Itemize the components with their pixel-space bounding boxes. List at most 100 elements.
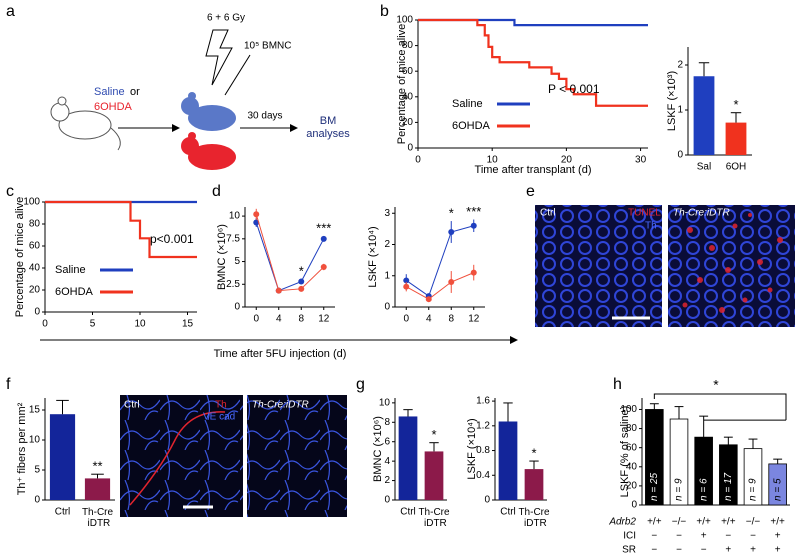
bar xyxy=(725,122,747,155)
arrow-head xyxy=(290,124,298,132)
marker xyxy=(253,211,260,218)
marker xyxy=(298,278,305,285)
y-tick-label: 100 xyxy=(23,197,40,208)
y-tick-label: 1 xyxy=(384,270,390,281)
x-tick-label: Th-Cre iDTR xyxy=(418,507,450,529)
y-axis-label: BMNC (×10⁶) xyxy=(216,224,228,290)
table-cell: +/+ xyxy=(721,517,736,528)
or: or xyxy=(130,86,140,98)
x-tick-label: Ctrl xyxy=(55,507,71,518)
panel-label: f xyxy=(6,376,11,393)
n-label: n = 5 xyxy=(772,478,783,501)
y-axis-label: LSKF (×10³) xyxy=(666,71,678,131)
y-axis-label: Th⁺ fibers per mm² xyxy=(16,402,28,495)
table-row-label: Adrb2 xyxy=(608,517,636,528)
table-cell: + xyxy=(725,545,731,556)
legend-label: 6OHDA xyxy=(452,120,491,132)
arrow-head xyxy=(510,336,518,344)
y-tick-label: 7.5 xyxy=(226,233,240,244)
stain-label: VE cad xyxy=(203,412,235,423)
x-tick-label: 0 xyxy=(253,314,259,325)
dose: 6 + 6 Gy xyxy=(207,13,245,24)
saline: Saline xyxy=(94,86,125,98)
y-tick-label: 0 xyxy=(631,500,637,511)
bar xyxy=(693,76,715,155)
table-cell: + xyxy=(775,545,781,556)
table-cell: − xyxy=(676,531,682,542)
x-tick-label: 10 xyxy=(134,319,146,330)
significance: * xyxy=(431,427,436,442)
y-tick-label: 0 xyxy=(384,495,390,506)
table-cell: + xyxy=(750,545,756,556)
y-tick-label: 2.5 xyxy=(226,279,240,290)
n-label: n = 25 xyxy=(649,472,660,501)
n-label: n = 6 xyxy=(698,478,709,501)
y-tick-label: 0 xyxy=(677,150,683,161)
mouse-red xyxy=(181,132,236,170)
x-tick-label: 4 xyxy=(276,314,282,325)
x-tick-label: Sal xyxy=(697,162,711,173)
y-tick-label: 0 xyxy=(384,302,390,313)
table-cell: + xyxy=(775,531,781,542)
x-tick-label: 4 xyxy=(426,314,432,325)
marker xyxy=(470,222,477,229)
mouse-blue xyxy=(181,92,236,131)
y-tick-label: 5 xyxy=(234,256,240,267)
y-axis-label: LSKF (% of saline) xyxy=(619,406,631,498)
table-cell: − xyxy=(725,531,731,542)
significance: * xyxy=(733,97,738,112)
lightning xyxy=(205,29,233,86)
image-label: Ctrl xyxy=(124,400,140,411)
n-label: n = 9 xyxy=(674,478,685,501)
stain-label: TUNEL xyxy=(628,208,661,219)
duration: 30 days xyxy=(247,111,282,122)
y-tick-label: 60 xyxy=(626,442,638,453)
y-tick-label: 1.6 xyxy=(476,396,490,407)
y-tick-label: 2 xyxy=(677,60,683,71)
micrograph xyxy=(535,205,662,327)
table-cell: −/− xyxy=(672,517,687,528)
table-row-label: ICI xyxy=(623,531,636,542)
marker xyxy=(448,229,455,235)
tunel-signal xyxy=(682,213,783,313)
panel-label: g xyxy=(356,376,365,393)
x-tick-label: 0 xyxy=(403,314,409,325)
y-tick-label: 0 xyxy=(34,495,40,506)
y-tick-label: 0.8 xyxy=(476,445,490,456)
x-axis-label: Time after transplant (d) xyxy=(475,164,592,176)
panel-label: a xyxy=(6,3,15,20)
y-tick-label: 1 xyxy=(677,105,683,116)
x-tick-label: 0 xyxy=(42,319,48,330)
x-tick-label: 8 xyxy=(448,314,454,325)
x-tick-label: 15 xyxy=(182,319,194,330)
series-line xyxy=(405,225,474,297)
x-tick-label: 20 xyxy=(561,155,573,166)
table-cell: + xyxy=(701,531,707,542)
y-tick-label: 80 xyxy=(626,423,638,434)
th-fiber xyxy=(129,411,226,506)
bar xyxy=(524,469,544,500)
n-label: n = 17 xyxy=(723,472,734,501)
panel-label: d xyxy=(212,183,221,200)
annotation: p<0.001 xyxy=(150,232,194,246)
cells: 10⁵ BMNC xyxy=(244,41,292,52)
y-axis-label: LSKF (×10⁴) xyxy=(466,418,478,479)
significance: * xyxy=(531,445,536,460)
table-cell: − xyxy=(701,545,707,556)
annotation: P < 0.001 xyxy=(548,82,600,96)
y-axis-label: Percentage of mice alive xyxy=(396,24,408,144)
y-tick-label: 10 xyxy=(229,211,241,222)
y-axis-label: BMNC (×10⁶) xyxy=(372,416,384,482)
y-tick-label: 40 xyxy=(29,263,41,274)
bar xyxy=(49,414,76,500)
bar xyxy=(398,416,418,500)
significance: * xyxy=(449,206,454,221)
y-tick-label: 60 xyxy=(29,241,41,252)
y-tick-label: 2 xyxy=(384,239,390,250)
marker xyxy=(320,235,327,242)
stain-label: Th xyxy=(215,400,227,411)
y-tick-label: 80 xyxy=(29,219,41,230)
y-tick-label: 0 xyxy=(407,143,413,154)
table-cell: − xyxy=(676,545,682,556)
bar xyxy=(84,478,111,500)
